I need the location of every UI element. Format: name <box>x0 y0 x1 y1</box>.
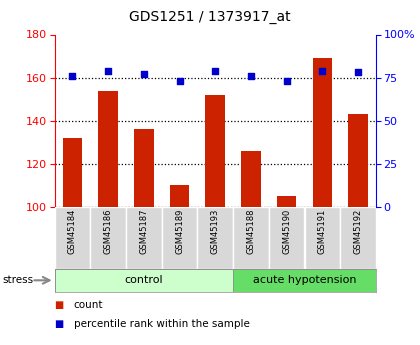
Point <box>176 78 183 84</box>
Bar <box>90 207 126 269</box>
Text: count: count <box>74 300 103 310</box>
Text: stress: stress <box>2 275 33 285</box>
Bar <box>304 207 340 269</box>
Bar <box>134 129 154 207</box>
Bar <box>340 207 376 269</box>
Bar <box>348 114 368 207</box>
Text: GSM45187: GSM45187 <box>139 209 148 254</box>
Text: GDS1251 / 1373917_at: GDS1251 / 1373917_at <box>129 10 291 24</box>
Text: control: control <box>125 275 163 285</box>
Point <box>354 70 361 75</box>
Bar <box>269 207 304 269</box>
Bar <box>205 95 225 207</box>
Bar <box>55 269 233 292</box>
Text: GSM45186: GSM45186 <box>104 209 113 254</box>
Text: ■: ■ <box>55 300 64 310</box>
Bar <box>55 207 90 269</box>
Bar <box>277 196 297 207</box>
Text: percentile rank within the sample: percentile rank within the sample <box>74 319 249 329</box>
Point <box>140 71 147 77</box>
Bar <box>312 58 332 207</box>
Bar <box>170 186 189 207</box>
Bar <box>126 207 162 269</box>
Text: ■: ■ <box>55 319 64 329</box>
Text: GSM45193: GSM45193 <box>211 209 220 254</box>
Bar <box>233 207 269 269</box>
Text: acute hypotension: acute hypotension <box>253 275 356 285</box>
Bar <box>233 269 376 292</box>
Bar <box>63 138 82 207</box>
Bar <box>162 207 197 269</box>
Point <box>248 73 255 79</box>
Text: GSM45191: GSM45191 <box>318 209 327 254</box>
Text: GSM45188: GSM45188 <box>247 209 255 254</box>
Text: GSM45184: GSM45184 <box>68 209 77 254</box>
Point <box>212 68 219 73</box>
Bar <box>197 207 233 269</box>
Point <box>283 78 290 84</box>
Bar <box>98 90 118 207</box>
Point <box>319 68 326 73</box>
Text: GSM45192: GSM45192 <box>354 209 362 254</box>
Text: GSM45189: GSM45189 <box>175 209 184 254</box>
Point <box>105 68 112 73</box>
Point <box>69 73 76 79</box>
Text: GSM45190: GSM45190 <box>282 209 291 254</box>
Bar <box>241 151 261 207</box>
